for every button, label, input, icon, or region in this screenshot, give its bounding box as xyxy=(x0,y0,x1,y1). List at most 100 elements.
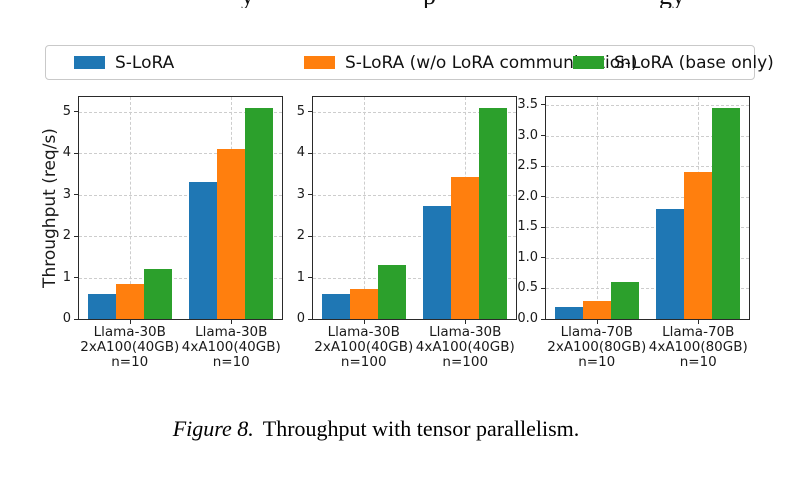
legend-label: S-LoRA (base only) xyxy=(614,52,774,73)
cropped-glyph: p xyxy=(423,0,436,8)
y-tick-label: 2 xyxy=(62,228,71,244)
bar-s-lora-base-only-group-1 xyxy=(610,282,639,319)
legend-swatch-icon xyxy=(573,56,604,69)
gridline-horizontal xyxy=(79,277,282,279)
cropped-text-line: y p gy xyxy=(0,0,800,8)
x-category-label: Llama-30B 2xA100(40GB) n=100 xyxy=(279,325,449,370)
gridline-horizontal xyxy=(79,236,282,238)
x-tick-mark xyxy=(698,320,700,324)
legend-item-s-lora-base-only: S-LoRA (base only) xyxy=(573,46,774,79)
subplot-llama30b-n10: 0 1 2 3 4 5 Llama-30B 2xA100(40GB) n=10 Llama-30B… xyxy=(40,96,283,370)
gridline-horizontal xyxy=(546,288,749,290)
y-tick-mark xyxy=(74,152,78,154)
y-tick-label: 1 xyxy=(62,269,71,285)
bar-s-lora-w-o-lora-communication-group-2 xyxy=(684,172,713,319)
legend-label: S-LoRA xyxy=(115,52,175,73)
x-category-line: n=10 xyxy=(212,354,250,370)
chart-legend: S-LoRA S-LoRA (w/o LoRA communication) S-L… xyxy=(45,45,774,80)
subplot-llama70b-n10: 0.0 0.5 1.0 1.5 2.0 2.5 3.0 3.5 Llama-70B 2xA100(… xyxy=(517,96,750,370)
y-tick-label: 1.0 xyxy=(517,249,538,265)
bar-s-lora-base-only-group-1 xyxy=(377,265,406,319)
gridline-horizontal xyxy=(313,153,516,155)
gridline-horizontal xyxy=(313,277,516,279)
y-tick-label: 5 xyxy=(296,103,305,119)
x-category-label: Llama-30B 4xA100(40GB) n=100 xyxy=(380,325,550,370)
gridline-horizontal xyxy=(313,194,516,196)
y-tick-mark xyxy=(74,194,78,196)
bar-s-lora-base-only-group-2 xyxy=(479,107,508,319)
bar-s-lora-w-o-lora-communication-group-1 xyxy=(349,289,378,319)
bar-s-lora-base-only-group-2 xyxy=(712,108,741,319)
bar-s-lora-w-o-lora-communication-group-1 xyxy=(582,300,611,319)
legend-label: S-LoRA (w/o LoRA communication) xyxy=(345,52,638,73)
y-tick-label: 2.0 xyxy=(517,188,538,204)
figure-caption: Figure 8. Throughput with tensor parallel… xyxy=(0,416,752,442)
y-tick-label: 0 xyxy=(62,311,71,326)
bar-s-lora-group-2 xyxy=(189,182,218,319)
y-tick-label: 2 xyxy=(296,228,305,244)
y-tick-mark xyxy=(74,318,78,320)
y-tick-mark xyxy=(308,194,312,196)
gridline-horizontal xyxy=(79,194,282,196)
x-category-line: 2xA100(40GB) xyxy=(314,339,414,355)
bar-s-lora-base-only-group-1 xyxy=(143,269,172,319)
x-tick-mark xyxy=(231,320,233,324)
x-category-line: Llama-30B xyxy=(93,324,166,340)
gridline-horizontal xyxy=(546,257,749,259)
y-tick-mark xyxy=(541,226,545,228)
y-tick-mark xyxy=(74,277,78,279)
bar-s-lora-w-o-lora-communication-group-2 xyxy=(217,149,246,319)
y-tick-label: 3 xyxy=(62,186,71,202)
gridline-vertical xyxy=(363,97,365,319)
y-tick-label: 0.5 xyxy=(517,280,538,296)
x-category-line: 4xA100(40GB) xyxy=(181,339,281,355)
x-category-label: Llama-70B 4xA100(80GB) n=10 xyxy=(613,325,783,370)
y-tick-label: 2.5 xyxy=(517,158,538,174)
y-tick-label: 0 xyxy=(296,311,305,326)
legend-item-s-lora-w-o-lora-communication: S-LoRA (w/o LoRA communication) xyxy=(304,46,638,79)
x-category-line: n=100 xyxy=(442,354,489,370)
y-tick-mark xyxy=(308,111,312,113)
gridline-horizontal xyxy=(546,104,749,106)
gridline-horizontal xyxy=(546,227,749,229)
y-axis-label: Throughput (req/s) xyxy=(40,128,60,288)
y-tick-mark xyxy=(308,318,312,320)
y-tick-mark xyxy=(308,235,312,237)
y-tick-mark xyxy=(541,165,545,167)
bar-s-lora-group-2 xyxy=(423,206,452,319)
x-category-line: Llama-30B xyxy=(327,324,400,340)
gridline-horizontal xyxy=(313,111,516,113)
x-category-line: n=100 xyxy=(340,354,387,370)
y-tick-label: 4 xyxy=(62,145,71,161)
y-tick-mark xyxy=(541,196,545,198)
x-category-line: 4xA100(80GB) xyxy=(648,339,748,355)
gridline-horizontal xyxy=(546,166,749,168)
x-category-line: Llama-70B xyxy=(560,324,633,340)
y-tick-label: 1.5 xyxy=(517,219,538,235)
bar-s-lora-w-o-lora-communication-group-1 xyxy=(115,283,144,319)
x-category-line: 2xA100(80GB) xyxy=(547,339,647,355)
legend-swatch-icon xyxy=(304,56,335,69)
figure-caption-label: Figure 8. xyxy=(172,416,254,441)
y-tick-mark xyxy=(308,277,312,279)
bar-s-lora-group-1 xyxy=(321,294,350,319)
bar-s-lora-base-only-group-2 xyxy=(245,107,274,319)
y-tick-label: 1 xyxy=(296,269,305,285)
y-tick-mark xyxy=(308,152,312,154)
y-tick-label: 3 xyxy=(296,186,305,202)
x-category-line: Llama-30B xyxy=(429,324,502,340)
x-category-line: 2xA100(40GB) xyxy=(80,339,180,355)
x-category-label: Llama-70B 2xA100(80GB) n=10 xyxy=(512,325,682,370)
cropped-glyph: gy xyxy=(659,0,685,8)
gridline-vertical xyxy=(129,97,131,319)
y-tick-mark xyxy=(541,287,545,289)
legend-swatch-icon xyxy=(74,56,105,69)
x-category-label: Llama-30B 4xA100(40GB) n=10 xyxy=(146,325,316,370)
y-tick-mark xyxy=(74,111,78,113)
bar-s-lora-w-o-lora-communication-group-2 xyxy=(451,177,480,319)
x-category-line: n=10 xyxy=(578,354,616,370)
gridline-horizontal xyxy=(79,153,282,155)
y-tick-mark xyxy=(541,135,545,137)
